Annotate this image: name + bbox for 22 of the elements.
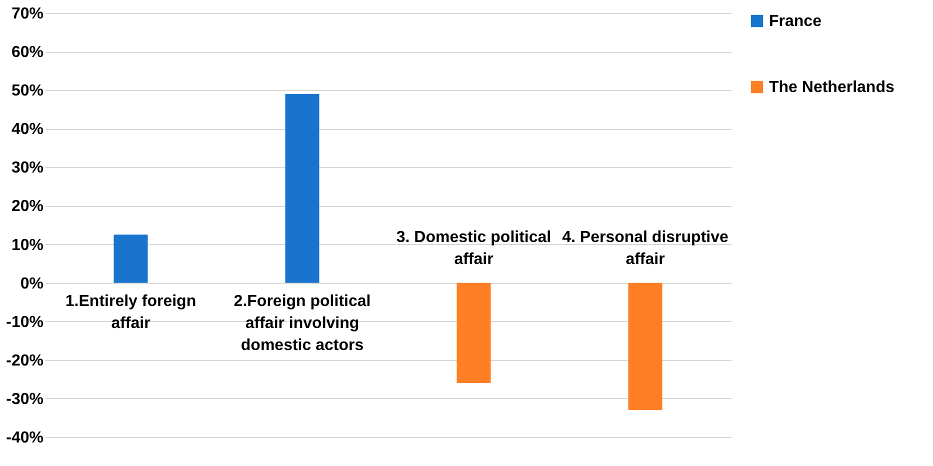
legend-label: France bbox=[769, 13, 822, 30]
x-tick-label: 3. Domestic political affair bbox=[396, 228, 552, 268]
bar bbox=[628, 282, 662, 410]
y-tick-label: 50% bbox=[11, 82, 44, 100]
y-tick-label: -10% bbox=[6, 314, 44, 331]
y-tick-label: 70% bbox=[11, 6, 44, 22]
bar bbox=[456, 282, 491, 384]
bar bbox=[114, 234, 148, 283]
bar bbox=[285, 94, 320, 283]
y-tick-label: 0% bbox=[20, 275, 44, 292]
y-tick-label: 60% bbox=[11, 44, 44, 62]
y-tick-label: 20% bbox=[11, 198, 44, 216]
x-tick-label: 4. Personal disruptive affair bbox=[562, 228, 728, 268]
y-tick-label: 30% bbox=[11, 160, 44, 177]
y-tick-label: 10% bbox=[11, 236, 44, 254]
legend-label: The Netherlands bbox=[769, 79, 894, 96]
y-tick-label: -20% bbox=[6, 352, 44, 370]
y-tick-label: 40% bbox=[11, 121, 44, 138]
y-tick-label: -30% bbox=[6, 390, 44, 408]
x-tick-label: 2.Foreign political affair involving domestic actors bbox=[234, 292, 371, 354]
y-tick-label: -40% bbox=[6, 430, 44, 446]
x-tick-label: 1.Entirely foreign affair bbox=[65, 292, 196, 332]
